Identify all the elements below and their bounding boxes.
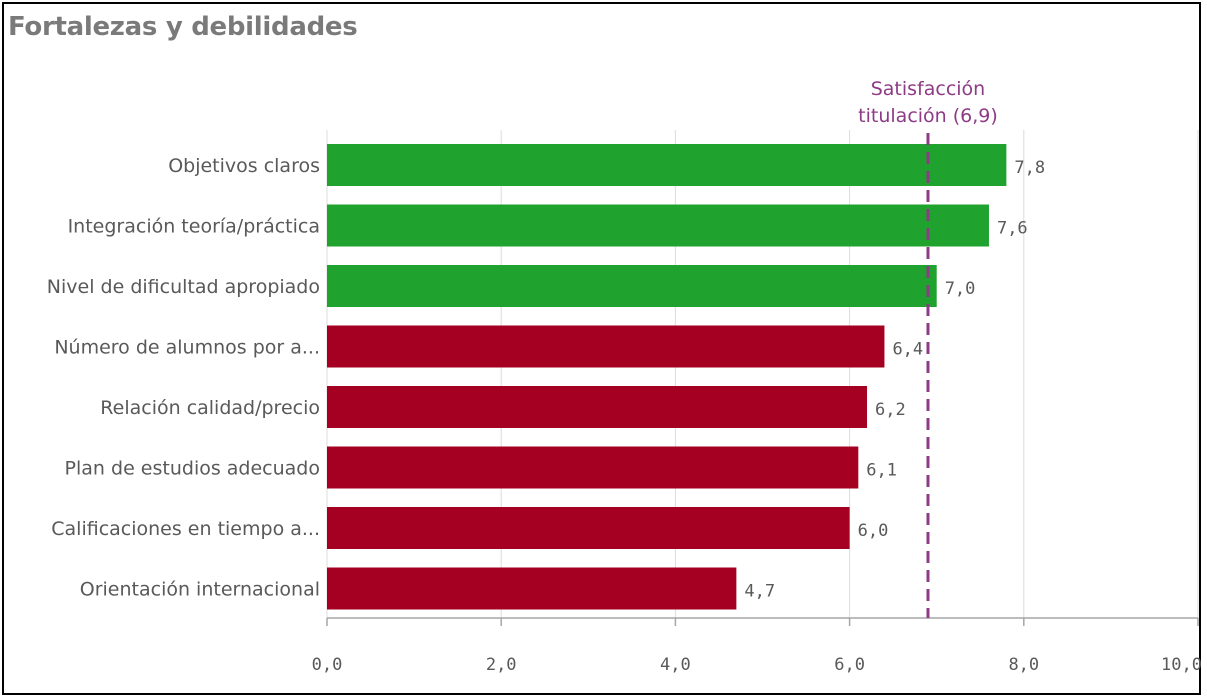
value-label: 6,0 <box>858 521 889 541</box>
value-label: 7,8 <box>1014 158 1045 178</box>
x-tick-label: 10,0 <box>1161 655 1202 675</box>
value-label: 6,1 <box>866 461 897 481</box>
bar <box>327 204 989 247</box>
bar <box>327 265 937 307</box>
category-label: Relación calidad/precio <box>100 397 320 419</box>
x-tick-label: 0,0 <box>312 655 343 675</box>
bar <box>327 567 737 610</box>
category-label: Nivel de dificultad apropiado <box>47 276 320 298</box>
category-label: Plan de estudios adecuado <box>65 458 320 480</box>
x-tick-label: 6,0 <box>834 655 865 675</box>
category-label: Calificaciones en tiempo a... <box>51 518 320 540</box>
value-label: 7,0 <box>945 279 976 299</box>
category-label: Objetivos claros <box>168 155 320 177</box>
value-label: 7,6 <box>997 219 1028 239</box>
bar <box>327 325 885 368</box>
bar <box>327 144 1007 186</box>
category-label: Integración teoría/práctica <box>68 216 320 238</box>
reference-line-label: titulación (6,9) <box>858 105 998 127</box>
value-label: 6,4 <box>892 340 923 360</box>
bar <box>327 386 868 428</box>
value-label: 4,7 <box>744 582 775 602</box>
category-label: Orientación internacional <box>80 579 320 601</box>
bar <box>327 507 850 549</box>
x-tick-label: 8,0 <box>1008 655 1039 675</box>
value-label: 6,2 <box>875 400 906 420</box>
chart-title: Fortalezas y debilidades <box>8 12 358 42</box>
category-label: Número de alumnos por a... <box>54 337 320 359</box>
x-tick-label: 2,0 <box>486 655 517 675</box>
x-tick-label: 4,0 <box>660 655 691 675</box>
bar <box>327 446 859 489</box>
reference-line-label: Satisfacción <box>871 78 986 100</box>
